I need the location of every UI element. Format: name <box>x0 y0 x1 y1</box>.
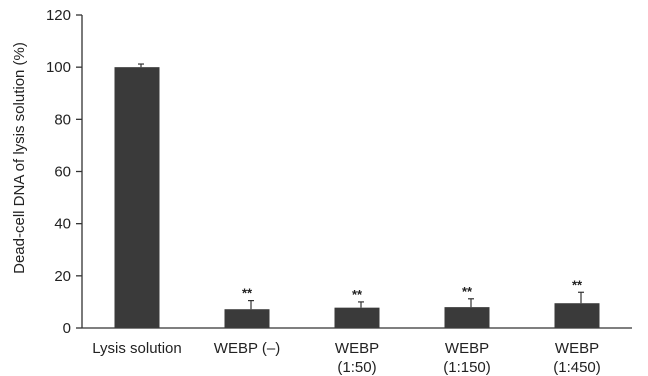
y-tick-label: 0 <box>63 320 71 337</box>
bar <box>554 303 600 328</box>
y-tick-label: 100 <box>46 59 71 76</box>
y-axis-label: Dead-cell DNA of lysis solution (%) <box>11 42 28 274</box>
bar <box>444 307 490 328</box>
category-label: WEBP <box>445 340 489 357</box>
significance-label: ** <box>572 277 583 292</box>
category-label: WEBP <box>335 340 379 357</box>
y-tick-label: 120 <box>46 7 71 24</box>
category-label: WEBP <box>555 340 599 357</box>
category-labels: Lysis solution WEBP (–) WEBP (1:50) WEBP (1:1… <box>92 340 601 376</box>
significance-label: ** <box>462 284 473 299</box>
y-ticks: 0 20 40 60 80 100 120 <box>46 7 82 337</box>
y-tick-label: 20 <box>54 268 71 285</box>
significance-label: ** <box>242 286 253 301</box>
bar <box>114 67 160 329</box>
bars: ** ** ** ** <box>114 63 600 329</box>
axes <box>81 15 632 329</box>
category-label: WEBP (–) <box>214 340 280 357</box>
bar <box>334 307 380 328</box>
category-label: Lysis solution <box>92 340 182 357</box>
y-tick-label: 80 <box>54 111 71 128</box>
bar <box>224 309 270 328</box>
category-label: (1:150) <box>443 359 491 376</box>
significance-label: ** <box>352 287 363 302</box>
category-label: (1:50) <box>337 359 376 376</box>
y-tick-label: 60 <box>54 164 71 181</box>
category-label: (1:450) <box>553 359 601 376</box>
y-tick-label: 40 <box>54 216 71 233</box>
